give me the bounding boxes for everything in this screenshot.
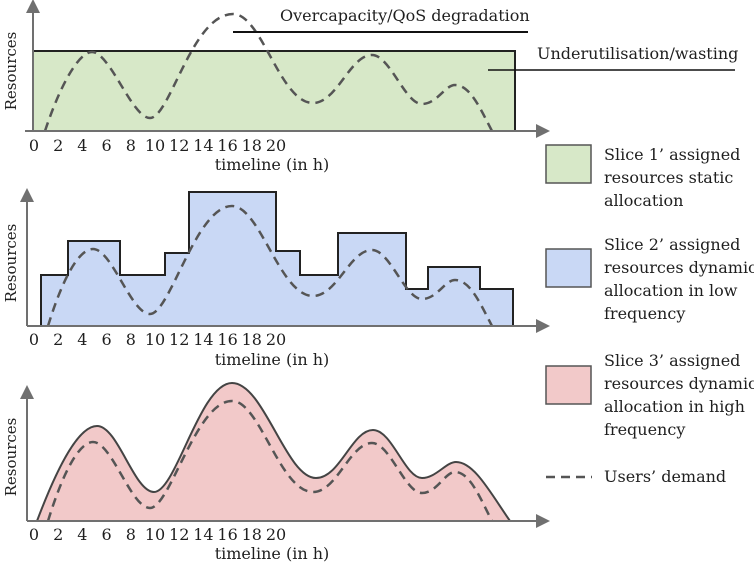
x-tick-label: 12: [169, 330, 189, 349]
x-tick-label: 12: [169, 525, 189, 544]
x-tick-label: 6: [102, 525, 112, 544]
x-tick-label: 18: [242, 136, 262, 155]
legend-slice1-line3: allocation: [604, 191, 684, 210]
x-tick-label: 8: [126, 330, 136, 349]
x-tick-label: 0: [29, 136, 39, 155]
x-tick-label: 14: [193, 525, 213, 544]
legend-slice3-line4: frequency: [604, 420, 686, 439]
users-demand-curve-2: [46, 204, 494, 327]
y-axis-label-3: Resources: [2, 418, 20, 497]
x-tick-label: 10: [145, 525, 165, 544]
legend-demand-label: Users’ demand: [604, 465, 726, 488]
overcapacity-annotation: Overcapacity/QoS degradation: [280, 6, 530, 25]
x-tick-label: 16: [217, 136, 237, 155]
legend-slice1-line1: Slice 1’ assigned: [604, 145, 741, 164]
x-tick-label: 18: [242, 525, 262, 544]
x-axis-label-3: timeline (in h): [215, 544, 330, 563]
legend-slice3-line1: Slice 3’ assigned: [604, 351, 741, 370]
legend-slice2-line3: allocation in low: [604, 281, 738, 300]
legend-slice1-label: Slice 1’ assigned resources static alloc…: [604, 143, 740, 212]
x-axis-label-1: timeline (in h): [215, 155, 330, 174]
legend-demand-text: Users’ demand: [604, 467, 727, 486]
panel-2: Resources 0 2 4 6 8 10 12 14 16 18 20 timeline (in…: [2, 188, 550, 369]
legend-slice2-label: Slice 2’ assigned resources dynamic allo…: [604, 233, 754, 325]
x-axis-label-2: timeline (in h): [215, 350, 330, 369]
y-axis-label-1: Resources: [2, 32, 20, 111]
legend-swatch-slice1: [545, 144, 592, 184]
x-tick-label: 10: [145, 136, 165, 155]
legend-swatch-slice3: [545, 365, 592, 405]
x-tick-label: 8: [126, 525, 136, 544]
x-tick-label: 10: [145, 330, 165, 349]
legend-swatch-slice2: [545, 248, 592, 288]
x-tick-label: 4: [77, 525, 87, 544]
x-tick-label: 2: [53, 330, 63, 349]
x-tick-label: 2: [53, 136, 63, 155]
x-tick-label: 14: [193, 330, 213, 349]
slice2-dynamic-low-frequency: [40, 191, 514, 327]
x-tick-label: 20: [266, 525, 286, 544]
x-tick-label: 16: [217, 330, 237, 349]
x-tick-label: 20: [266, 330, 286, 349]
x-tick-label: 8: [126, 136, 136, 155]
x-tick-label: 0: [29, 330, 39, 349]
panel-1: Overcapacity/QoS degradation Underutilis…: [2, 0, 738, 174]
legend-slice1-line2: resources static: [604, 168, 734, 187]
x-tick-label: 14: [193, 136, 213, 155]
legend-slice3-line2: resources dynamic: [604, 374, 754, 393]
x-tick-label: 4: [77, 330, 87, 349]
users-demand-curve-1: [43, 12, 494, 132]
x-tick-label: 0: [29, 525, 39, 544]
x-ticks-2: 0 2 4 6 8 10 12 14 16 18 20: [29, 330, 286, 349]
x-tick-label: 4: [77, 136, 87, 155]
legend-slice3-line3: allocation in high: [604, 397, 745, 416]
x-ticks-1: 0 2 4 6 8 10 12 14 16 18 20: [29, 136, 286, 155]
users-demand-curve-3: [46, 399, 494, 522]
legend-slice2-line1: Slice 2’ assigned: [604, 235, 741, 254]
x-tick-label: 18: [242, 330, 262, 349]
panel-3: Resources 0 2 4 6 8 10 12 14 16 18 20 timeline (in…: [2, 381, 550, 563]
legend-slice3-label: Slice 3’ assigned resources dynamic allo…: [604, 349, 754, 441]
legend-slice2-line4: frequency: [604, 304, 686, 323]
y-axis-label-2: Resources: [2, 224, 20, 303]
legend-slice2-line2: resources dynamic: [604, 258, 754, 277]
x-tick-label: 20: [266, 136, 286, 155]
x-tick-label: 12: [169, 136, 189, 155]
x-tick-label: 2: [53, 525, 63, 544]
underutilisation-annotation: Underutilisation/wasting: [537, 44, 738, 63]
x-ticks-3: 0 2 4 6 8 10 12 14 16 18 20: [29, 525, 286, 544]
x-tick-label: 6: [102, 136, 112, 155]
x-tick-label: 16: [217, 525, 237, 544]
x-tick-label: 6: [102, 330, 112, 349]
